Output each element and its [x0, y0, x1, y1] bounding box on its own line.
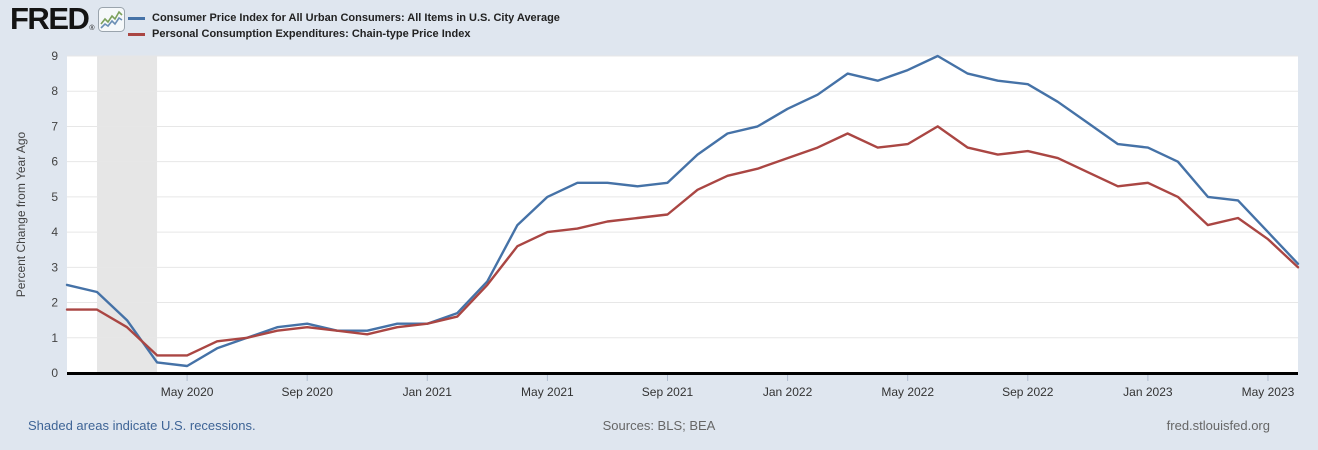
- x-axis-tick-label: May 2021: [521, 385, 574, 399]
- x-axis-tick-label: May 2020: [161, 385, 214, 399]
- pce-line: [65, 125, 1300, 357]
- legend-item-cpi: Consumer Price Index for All Urban Consu…: [128, 10, 560, 26]
- y-axis-title: Percent Change from Year Ago: [14, 131, 28, 297]
- y-axis-tick-label: 8: [51, 84, 58, 98]
- x-axis-baseline: [67, 372, 1298, 375]
- recession-note-link[interactable]: Shaded areas indicate U.S. recessions.: [28, 418, 256, 433]
- x-axis-tick-label: Sep 2022: [1002, 385, 1054, 399]
- recession-band: [97, 56, 158, 373]
- x-axis-tick-label: Jan 2023: [1123, 385, 1173, 399]
- x-axis-tick-label: May 2022: [881, 385, 934, 399]
- site-link[interactable]: fred.stlouisfed.org: [1166, 418, 1270, 433]
- footer: Shaded areas indicate U.S. recessions. S…: [0, 416, 1318, 440]
- fred-logo-text: FRED: [10, 1, 90, 36]
- chart-legend: Consumer Price Index for All Urban Consu…: [128, 10, 560, 42]
- registered-trademark: ®: [89, 25, 95, 32]
- x-axis-tick-label: Jan 2022: [763, 385, 813, 399]
- legend-swatch-cpi: [128, 16, 145, 20]
- x-axis-tick-label: Sep 2021: [642, 385, 694, 399]
- cpi-line: [65, 54, 1300, 368]
- y-axis-tick-label: 0: [51, 366, 58, 380]
- x-axis-tick-label: Sep 2020: [281, 385, 333, 399]
- y-axis-tick-label: 1: [51, 331, 58, 345]
- y-axis-tick-label: 9: [51, 49, 58, 63]
- y-axis-tick-label: 7: [51, 119, 58, 133]
- x-axis-tick-label: Jan 2021: [403, 385, 453, 399]
- header: FRED ® Consumer Price Index for All Urba…: [0, 0, 1318, 50]
- plot-area: [67, 56, 1298, 373]
- y-axis-tick-label: 4: [51, 225, 58, 239]
- legend-swatch-pce: [128, 32, 145, 36]
- legend-label-cpi: Consumer Price Index for All Urban Consu…: [152, 12, 560, 24]
- fred-logo-link[interactable]: FRED ®: [10, 1, 125, 37]
- legend-item-pce: Personal Consumption Expenditures: Chain…: [128, 26, 560, 42]
- y-axis-tick-label: 2: [51, 296, 58, 310]
- y-axis-tick-label: 6: [51, 155, 58, 169]
- fred-sparkline-icon: [97, 7, 125, 37]
- y-axis-tick-label: 5: [51, 190, 58, 204]
- y-axis-tick-label: 3: [51, 260, 58, 274]
- sources-text: Sources: BLS; BEA: [602, 418, 716, 433]
- legend-label-pce: Personal Consumption Expenditures: Chain…: [152, 28, 471, 40]
- x-axis-tick-label: May 2023: [1242, 385, 1295, 399]
